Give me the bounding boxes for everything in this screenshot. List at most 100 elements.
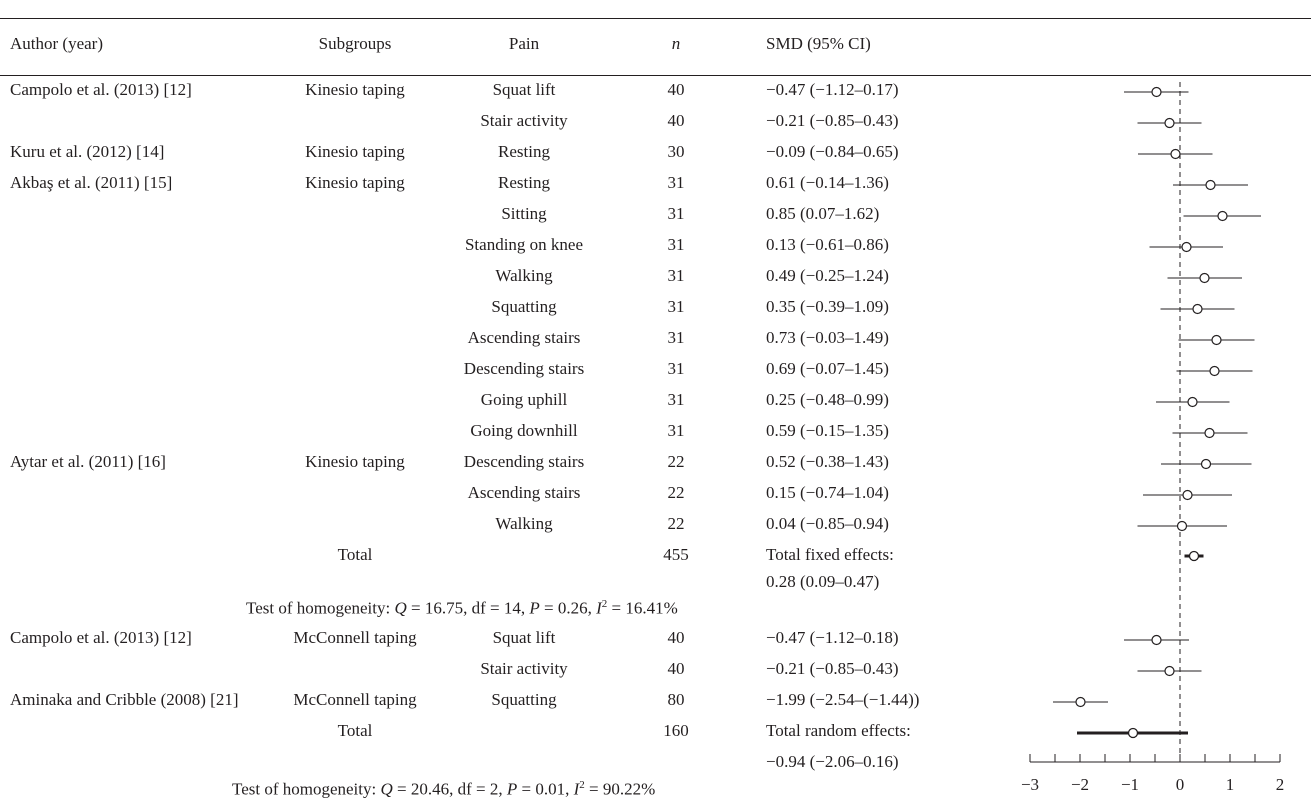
cell-n: 80 xyxy=(667,690,685,709)
cell-n: 31 xyxy=(667,328,685,347)
point-estimate xyxy=(1209,365,1220,377)
cell-smd: 0.61 (−0.14–1.36) xyxy=(766,173,889,192)
cell-pain: Stair activity xyxy=(480,659,568,678)
cell-smd: 0.85 (0.07–1.62) xyxy=(766,204,880,223)
cell-smd: −0.09 (−0.84–0.65) xyxy=(766,142,899,161)
point-estimate xyxy=(1170,148,1181,160)
cell-subgroup: Kinesio taping xyxy=(305,452,405,471)
cell-subgroup: Total xyxy=(337,545,373,564)
point-estimate xyxy=(1187,396,1198,408)
header-smd: SMD (95% CI) xyxy=(766,34,871,53)
header-subgroups: Subgroups xyxy=(318,34,392,53)
cell-smd: −0.47 (−1.12–0.18) xyxy=(766,628,899,647)
cell-n: 22 xyxy=(667,514,685,533)
cell-n: 31 xyxy=(667,266,685,285)
cell-pain: Resting xyxy=(498,173,550,192)
point-estimate xyxy=(1164,117,1175,129)
cell-n: 31 xyxy=(667,359,685,378)
cell-pain: Descending stairs xyxy=(463,359,585,378)
cell-author: Akbaş et al. (2011) [15] xyxy=(10,173,173,192)
point-estimate xyxy=(1164,665,1175,677)
cell-smd: 0.13 (−0.61–0.86) xyxy=(766,235,889,254)
x-tick-label: 1 xyxy=(1226,775,1235,794)
summary-point xyxy=(1127,727,1139,739)
cell-n: 40 xyxy=(667,628,685,647)
cell-n: 30 xyxy=(667,142,685,161)
cell-pain: Ascending stairs xyxy=(467,483,581,502)
point-estimate xyxy=(1181,241,1192,253)
cell-n: 40 xyxy=(667,111,685,130)
point-estimate xyxy=(1151,86,1162,98)
cell-pain: Descending stairs xyxy=(463,452,585,471)
cell-n: 40 xyxy=(667,80,685,99)
cell-n: 455 xyxy=(663,545,689,564)
cell-author: Aytar et al. (2011) [16] xyxy=(10,452,166,471)
cell-smd: 0.49 (−0.25–1.24) xyxy=(766,266,889,285)
cell-pain: Standing on knee xyxy=(464,235,584,254)
cell-n: 31 xyxy=(667,173,685,192)
cell-n: 22 xyxy=(667,483,685,502)
point-estimate xyxy=(1217,210,1228,222)
cell-n: 160 xyxy=(663,721,689,740)
cell-n: 31 xyxy=(667,204,685,223)
cell-pain: Walking xyxy=(495,266,553,285)
cell-n: 31 xyxy=(667,297,685,316)
cell-pain: Resting xyxy=(498,142,550,161)
cell-pain: Sitting xyxy=(501,204,547,223)
cell-pain: Squatting xyxy=(491,297,557,316)
cell-subgroup: McConnell taping xyxy=(293,628,417,647)
cell-smd: 0.73 (−0.03–1.49) xyxy=(766,328,889,347)
cell-pain: Stair activity xyxy=(480,111,568,130)
point-estimate xyxy=(1205,179,1216,191)
cell-smd: −1.99 (−2.54–(−1.44)) xyxy=(766,690,920,709)
cell-smd: 0.28 (0.09–0.47) xyxy=(766,572,880,591)
x-tick-label: 0 xyxy=(1176,775,1185,794)
cell-smd: −0.21 (−0.85–0.43) xyxy=(766,659,899,678)
cell-subgroup: Kinesio taping xyxy=(305,80,405,99)
x-tick-label: 2 xyxy=(1276,775,1285,794)
cell-pain: Squat lift xyxy=(492,628,556,647)
cell-smd: Total random effects: xyxy=(766,721,911,740)
cell-smd: 0.15 (−0.74–1.04) xyxy=(766,483,889,502)
cell-pain: Ascending stairs xyxy=(467,328,581,347)
point-estimate xyxy=(1151,634,1162,646)
cell-smd: 0.04 (−0.85–0.94) xyxy=(766,514,889,533)
cell-subgroup: Kinesio taping xyxy=(305,142,405,161)
point-estimate xyxy=(1200,458,1212,470)
homogeneity-test-mcconnell: Test of homogeneity: Q = 20.46, df = 2, … xyxy=(232,779,656,799)
point-estimate xyxy=(1192,303,1203,315)
cell-n: 31 xyxy=(667,390,685,409)
cell-smd: 0.35 (−0.39–1.09) xyxy=(766,297,889,316)
homogeneity-test-kinesio: Test of homogeneity: Q = 16.75, df = 14,… xyxy=(246,598,678,618)
cell-smd: −0.47 (−1.12–0.17) xyxy=(766,80,899,99)
header-rule xyxy=(0,75,1311,76)
cell-smd: −0.94 (−2.06–0.16) xyxy=(766,752,899,771)
cell-pain: Squatting xyxy=(491,690,557,709)
cell-n: 31 xyxy=(667,235,685,254)
point-estimate xyxy=(1182,489,1193,501)
header-author: Author (year) xyxy=(10,34,103,53)
cell-author: Kuru et al. (2012) [14] xyxy=(10,142,165,161)
x-tick-label: −1 xyxy=(1121,775,1139,794)
cell-smd: −0.21 (−0.85–0.43) xyxy=(766,111,899,130)
cell-pain: Going downhill xyxy=(470,421,578,440)
point-estimate xyxy=(1075,696,1086,708)
cell-author: Aminaka and Cribble (2008) [21] xyxy=(10,690,239,709)
cell-author: Campolo et al. (2013) [12] xyxy=(10,628,192,647)
x-tick-label: −2 xyxy=(1071,775,1089,794)
cell-smd: Total fixed effects: xyxy=(766,545,894,564)
cell-smd: 0.52 (−0.38–1.43) xyxy=(766,452,889,471)
cell-subgroup: McConnell taping xyxy=(293,690,417,709)
cell-n: 22 xyxy=(667,452,685,471)
cell-pain: Walking xyxy=(495,514,553,533)
cell-smd: 0.69 (−0.07–1.45) xyxy=(766,359,889,378)
point-estimate xyxy=(1176,520,1188,532)
summary-point xyxy=(1188,550,1200,562)
cell-pain: Squat lift xyxy=(492,80,556,99)
cell-smd: 0.25 (−0.48–0.99) xyxy=(766,390,889,409)
header-pain: Pain xyxy=(508,34,540,53)
cell-subgroup: Kinesio taping xyxy=(305,173,405,192)
cell-author: Campolo et al. (2013) [12] xyxy=(10,80,192,99)
top-rule xyxy=(0,18,1311,19)
